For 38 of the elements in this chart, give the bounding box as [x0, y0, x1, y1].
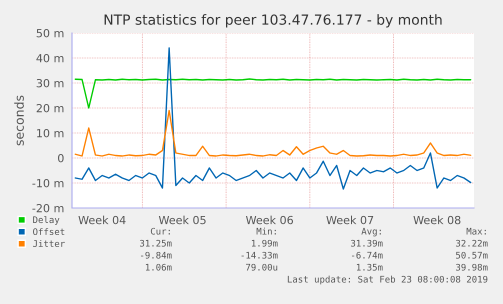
line-series [74, 78, 472, 109]
text: 31.25m [140, 240, 172, 247]
line-series [74, 47, 472, 190]
y-tick-label: 30 m [36, 78, 64, 88]
y-tick-label: 10 m [37, 128, 64, 138]
y-tick-label: -10 m [32, 178, 64, 188]
x-tick-label: Week 05 [158, 216, 206, 224]
y-tick-label: 0 [58, 154, 64, 162]
text: 1.99m [252, 240, 278, 247]
text: Cur: [150, 228, 170, 235]
text: 32.22m [456, 240, 488, 247]
text: 50.57m [456, 252, 488, 259]
text: -6.74m [352, 252, 383, 259]
text: 39.98m [456, 264, 488, 271]
y-tick-label: 40 m [36, 54, 64, 62]
text: Last update: Sat Feb 23 08:00:08 2019 [288, 276, 488, 284]
x-tick-label: Week 08 [413, 216, 460, 224]
x-tick-label: Week 07 [326, 216, 374, 224]
legend-label: Jitter [33, 240, 65, 248]
text: 1.06m [146, 264, 172, 271]
text: Min: [256, 228, 276, 235]
text: 31.39m [350, 240, 383, 247]
text: -14.33m [242, 252, 278, 259]
y-axis-title: seconds [14, 96, 24, 146]
text: Max: [466, 228, 486, 235]
text: -9.84m [140, 252, 172, 259]
y-tick-label: 50 m [36, 28, 64, 38]
y-tick-label: 20 m [36, 104, 64, 112]
legend-label: Delay [33, 216, 60, 225]
text: Avg: [361, 228, 381, 236]
legend-label: Offset [33, 228, 64, 236]
x-tick-label: Week 04 [78, 216, 126, 224]
text: 1.35m [356, 264, 383, 271]
chart-title: NTP statistics for peer 103.47.76.177 - by month [104, 14, 442, 28]
line-series [74, 110, 472, 157]
y-tick-label: -20 m [32, 204, 64, 212]
x-tick-label: Week 06 [246, 216, 294, 224]
text: 79.00u [246, 264, 278, 271]
